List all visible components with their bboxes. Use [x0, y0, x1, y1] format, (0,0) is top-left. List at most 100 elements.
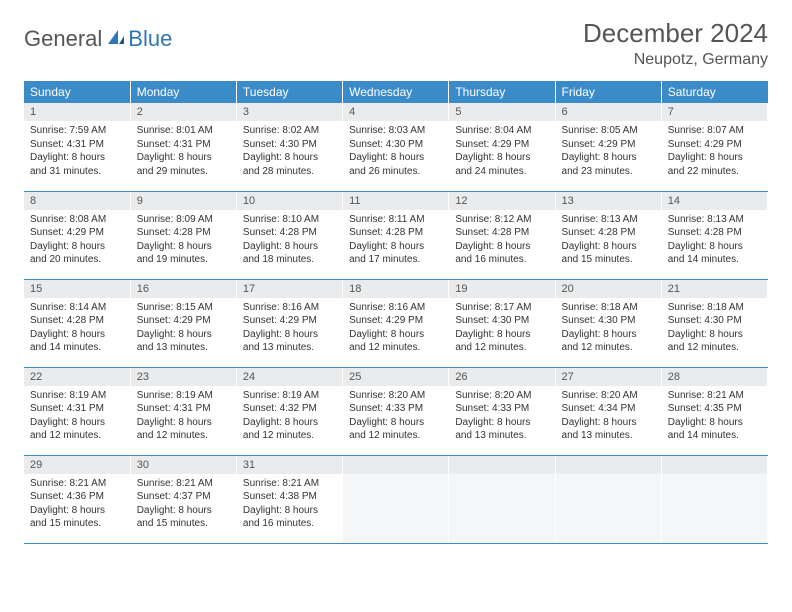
day-details: Sunrise: 8:02 AMSunset: 4:30 PMDaylight:… [237, 121, 342, 182]
sunrise-line: Sunrise: 8:11 AM [349, 213, 442, 227]
calendar-cell: 18Sunrise: 8:16 AMSunset: 4:29 PMDayligh… [343, 279, 449, 367]
day-number: 30 [131, 456, 236, 474]
calendar-cell: 6Sunrise: 8:05 AMSunset: 4:29 PMDaylight… [555, 103, 661, 191]
calendar-cell [555, 455, 661, 543]
day-details: Sunrise: 8:13 AMSunset: 4:28 PMDaylight:… [556, 210, 661, 271]
day-number: 28 [662, 368, 767, 386]
calendar-cell: 7Sunrise: 8:07 AMSunset: 4:29 PMDaylight… [661, 103, 767, 191]
day-details: Sunrise: 8:16 AMSunset: 4:29 PMDaylight:… [343, 298, 448, 359]
logo-text-blue: Blue [128, 26, 172, 52]
sunrise-line: Sunrise: 8:21 AM [137, 477, 230, 491]
weekday-header: Tuesday [236, 81, 342, 103]
daylight-line: Daylight: 8 hours and 19 minutes. [137, 240, 230, 267]
calendar-cell [449, 455, 555, 543]
empty-daynum [662, 456, 767, 474]
sunset-line: Sunset: 4:29 PM [30, 226, 124, 240]
weekday-header: Sunday [24, 81, 130, 103]
calendar-cell: 15Sunrise: 8:14 AMSunset: 4:28 PMDayligh… [24, 279, 130, 367]
day-number: 22 [24, 368, 130, 386]
sunset-line: Sunset: 4:30 PM [668, 314, 761, 328]
sunset-line: Sunset: 4:35 PM [668, 402, 761, 416]
day-number: 1 [24, 103, 130, 121]
sunset-line: Sunset: 4:31 PM [30, 138, 124, 152]
month-title: December 2024 [583, 18, 768, 49]
day-details: Sunrise: 7:59 AMSunset: 4:31 PMDaylight:… [24, 121, 130, 182]
sunrise-line: Sunrise: 8:09 AM [137, 213, 230, 227]
day-number: 4 [343, 103, 448, 121]
sunset-line: Sunset: 4:28 PM [668, 226, 761, 240]
sunset-line: Sunset: 4:29 PM [243, 314, 336, 328]
sunset-line: Sunset: 4:31 PM [30, 402, 124, 416]
empty-body [449, 474, 554, 543]
calendar-row: 29Sunrise: 8:21 AMSunset: 4:36 PMDayligh… [24, 455, 768, 543]
sunset-line: Sunset: 4:30 PM [349, 138, 442, 152]
calendar-cell: 31Sunrise: 8:21 AMSunset: 4:38 PMDayligh… [236, 455, 342, 543]
sunset-line: Sunset: 4:29 PM [137, 314, 230, 328]
sunset-line: Sunset: 4:29 PM [349, 314, 442, 328]
day-details: Sunrise: 8:01 AMSunset: 4:31 PMDaylight:… [131, 121, 236, 182]
calendar-cell: 20Sunrise: 8:18 AMSunset: 4:30 PMDayligh… [555, 279, 661, 367]
sunrise-line: Sunrise: 8:01 AM [137, 124, 230, 138]
calendar-row: 1Sunrise: 7:59 AMSunset: 4:31 PMDaylight… [24, 103, 768, 191]
day-details: Sunrise: 8:21 AMSunset: 4:38 PMDaylight:… [237, 474, 342, 535]
day-details: Sunrise: 8:11 AMSunset: 4:28 PMDaylight:… [343, 210, 448, 271]
day-number: 15 [24, 280, 130, 298]
day-details: Sunrise: 8:05 AMSunset: 4:29 PMDaylight:… [556, 121, 661, 182]
sunset-line: Sunset: 4:33 PM [455, 402, 548, 416]
daylight-line: Daylight: 8 hours and 28 minutes. [243, 151, 336, 178]
day-number: 10 [237, 192, 342, 210]
daylight-line: Daylight: 8 hours and 18 minutes. [243, 240, 336, 267]
day-number: 23 [131, 368, 236, 386]
logo-text-general: General [24, 26, 102, 52]
day-details: Sunrise: 8:19 AMSunset: 4:32 PMDaylight:… [237, 386, 342, 447]
calendar-cell: 30Sunrise: 8:21 AMSunset: 4:37 PMDayligh… [130, 455, 236, 543]
weekday-header: Wednesday [343, 81, 449, 103]
sunrise-line: Sunrise: 8:02 AM [243, 124, 336, 138]
weekday-header-row: Sunday Monday Tuesday Wednesday Thursday… [24, 81, 768, 103]
calendar-cell: 19Sunrise: 8:17 AMSunset: 4:30 PMDayligh… [449, 279, 555, 367]
daylight-line: Daylight: 8 hours and 31 minutes. [30, 151, 124, 178]
location-label: Neupotz, Germany [583, 51, 768, 69]
daylight-line: Daylight: 8 hours and 20 minutes. [30, 240, 124, 267]
day-details: Sunrise: 8:20 AMSunset: 4:33 PMDaylight:… [449, 386, 554, 447]
calendar-cell: 10Sunrise: 8:10 AMSunset: 4:28 PMDayligh… [236, 191, 342, 279]
sunrise-line: Sunrise: 7:59 AM [30, 124, 124, 138]
calendar-cell: 13Sunrise: 8:13 AMSunset: 4:28 PMDayligh… [555, 191, 661, 279]
daylight-line: Daylight: 8 hours and 15 minutes. [562, 240, 655, 267]
calendar-table: Sunday Monday Tuesday Wednesday Thursday… [24, 81, 768, 544]
calendar-cell: 2Sunrise: 8:01 AMSunset: 4:31 PMDaylight… [130, 103, 236, 191]
day-number: 25 [343, 368, 448, 386]
sunrise-line: Sunrise: 8:16 AM [243, 301, 336, 315]
day-number: 12 [449, 192, 554, 210]
sunset-line: Sunset: 4:29 PM [455, 138, 548, 152]
day-details: Sunrise: 8:16 AMSunset: 4:29 PMDaylight:… [237, 298, 342, 359]
calendar-cell: 24Sunrise: 8:19 AMSunset: 4:32 PMDayligh… [236, 367, 342, 455]
day-number: 20 [556, 280, 661, 298]
day-number: 7 [662, 103, 767, 121]
daylight-line: Daylight: 8 hours and 12 minutes. [349, 416, 442, 443]
sunrise-line: Sunrise: 8:13 AM [562, 213, 655, 227]
calendar-cell: 29Sunrise: 8:21 AMSunset: 4:36 PMDayligh… [24, 455, 130, 543]
day-details: Sunrise: 8:14 AMSunset: 4:28 PMDaylight:… [24, 298, 130, 359]
empty-body [343, 474, 448, 543]
sunrise-line: Sunrise: 8:16 AM [349, 301, 442, 315]
sunrise-line: Sunrise: 8:19 AM [137, 389, 230, 403]
sunrise-line: Sunrise: 8:20 AM [349, 389, 442, 403]
daylight-line: Daylight: 8 hours and 12 minutes. [30, 416, 124, 443]
day-number: 18 [343, 280, 448, 298]
sunset-line: Sunset: 4:37 PM [137, 490, 230, 504]
day-details: Sunrise: 8:07 AMSunset: 4:29 PMDaylight:… [662, 121, 767, 182]
sunrise-line: Sunrise: 8:15 AM [137, 301, 230, 315]
daylight-line: Daylight: 8 hours and 12 minutes. [668, 328, 761, 355]
day-number: 26 [449, 368, 554, 386]
calendar-cell: 28Sunrise: 8:21 AMSunset: 4:35 PMDayligh… [661, 367, 767, 455]
day-number: 3 [237, 103, 342, 121]
day-details: Sunrise: 8:08 AMSunset: 4:29 PMDaylight:… [24, 210, 130, 271]
calendar-cell: 9Sunrise: 8:09 AMSunset: 4:28 PMDaylight… [130, 191, 236, 279]
sunrise-line: Sunrise: 8:04 AM [455, 124, 548, 138]
sunset-line: Sunset: 4:28 PM [30, 314, 124, 328]
daylight-line: Daylight: 8 hours and 24 minutes. [455, 151, 548, 178]
daylight-line: Daylight: 8 hours and 15 minutes. [30, 504, 124, 531]
weekday-header: Monday [130, 81, 236, 103]
day-details: Sunrise: 8:19 AMSunset: 4:31 PMDaylight:… [131, 386, 236, 447]
